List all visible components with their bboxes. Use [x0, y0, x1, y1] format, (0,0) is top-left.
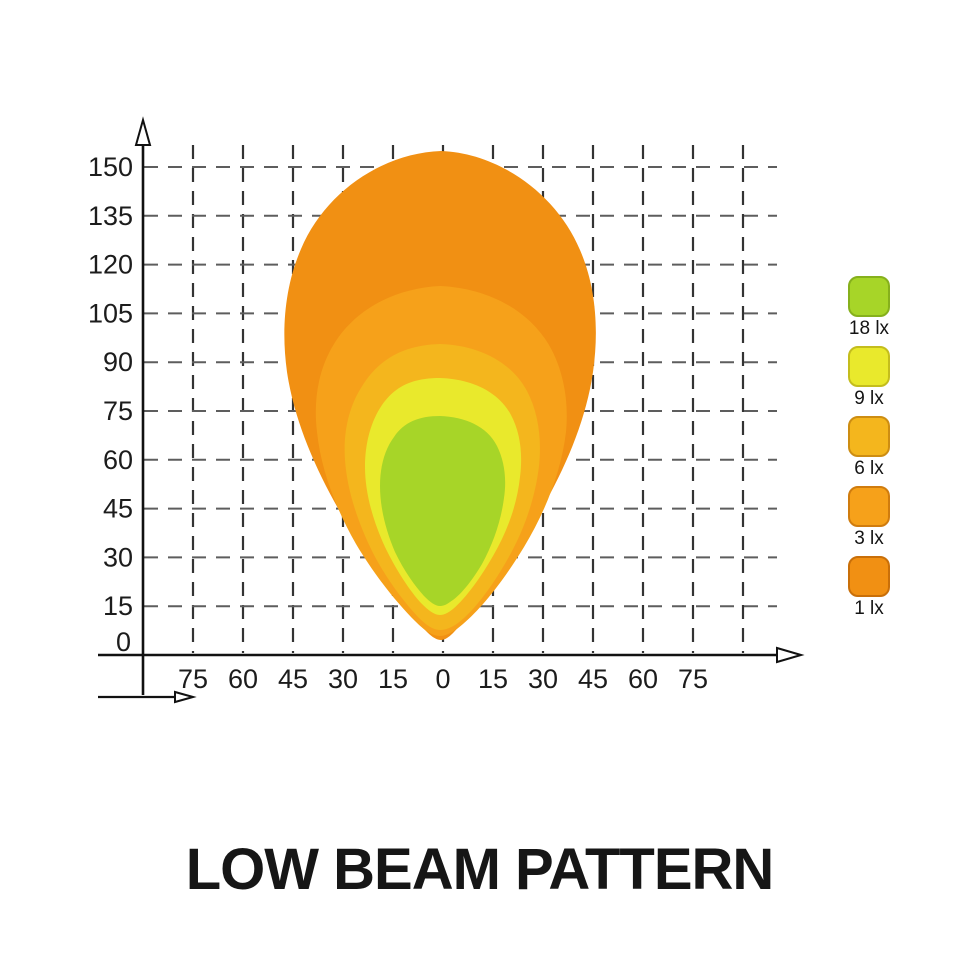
x-tick-label: 75 [678, 664, 708, 694]
legend-item-18lx: 18 lx [838, 276, 900, 340]
legend-label: 9 lx [854, 388, 884, 409]
legend-item-1lx: 1 lx [838, 556, 900, 620]
y-axis-arrow-icon [134, 116, 152, 146]
x-axis-arrow-icon [776, 646, 805, 664]
legend-swatch-icon [848, 416, 890, 457]
y-tick-label: 60 [103, 445, 133, 475]
legend-swatch-icon [848, 346, 890, 387]
y-tick-label: 75 [103, 396, 133, 426]
legend-swatch-icon [848, 486, 890, 527]
chart-title: LOW BEAM PATTERN [185, 837, 775, 902]
y-axis-tick-labels: 150 135 120 105 90 75 60 45 30 15 [88, 152, 133, 621]
legend-item-6lx: 6 lx [838, 416, 900, 480]
legend-item-9lx: 9 lx [838, 346, 900, 410]
y-tick-label: 150 [88, 152, 133, 182]
contour-18lx [380, 416, 506, 606]
y-tick-label: 90 [103, 347, 133, 377]
axis-arrowheads [134, 116, 805, 704]
origin-tick-label: 0 [116, 627, 131, 657]
x-tick-label: 30 [528, 664, 558, 694]
origin-sub-arrow-icon [174, 690, 197, 704]
legend-label: 6 lx [854, 458, 884, 479]
beam-contours [284, 151, 596, 640]
x-tick-label: 60 [628, 664, 658, 694]
axes [98, 143, 778, 699]
lux-legend: 18 lx 9 lx 6 lx 3 lx 1 lx [838, 276, 900, 626]
x-tick-label: 45 [278, 664, 308, 694]
legend-swatch-icon [848, 276, 890, 317]
legend-item-3lx: 3 lx [838, 486, 900, 550]
x-axis-tick-labels: 75 60 45 30 15 0 15 30 45 60 75 [178, 664, 708, 694]
y-tick-label: 15 [103, 591, 133, 621]
y-tick-label: 30 [103, 542, 133, 572]
x-tick-label: 60 [228, 664, 258, 694]
y-tick-label: 105 [88, 298, 133, 328]
x-tick-label: 75 [178, 664, 208, 694]
x-tick-label: 15 [378, 664, 408, 694]
y-tick-label: 135 [88, 201, 133, 231]
x-tick-label: 30 [328, 664, 358, 694]
legend-label: 3 lx [854, 528, 884, 549]
x-tick-label: 15 [478, 664, 508, 694]
y-tick-label: 45 [103, 494, 133, 524]
x-tick-label: 0 [435, 664, 450, 694]
x-tick-label: 45 [578, 664, 608, 694]
legend-label: 18 lx [848, 318, 890, 339]
legend-label: 1 lx [854, 598, 884, 619]
y-tick-label: 120 [88, 250, 133, 280]
legend-swatch-icon [848, 556, 890, 597]
